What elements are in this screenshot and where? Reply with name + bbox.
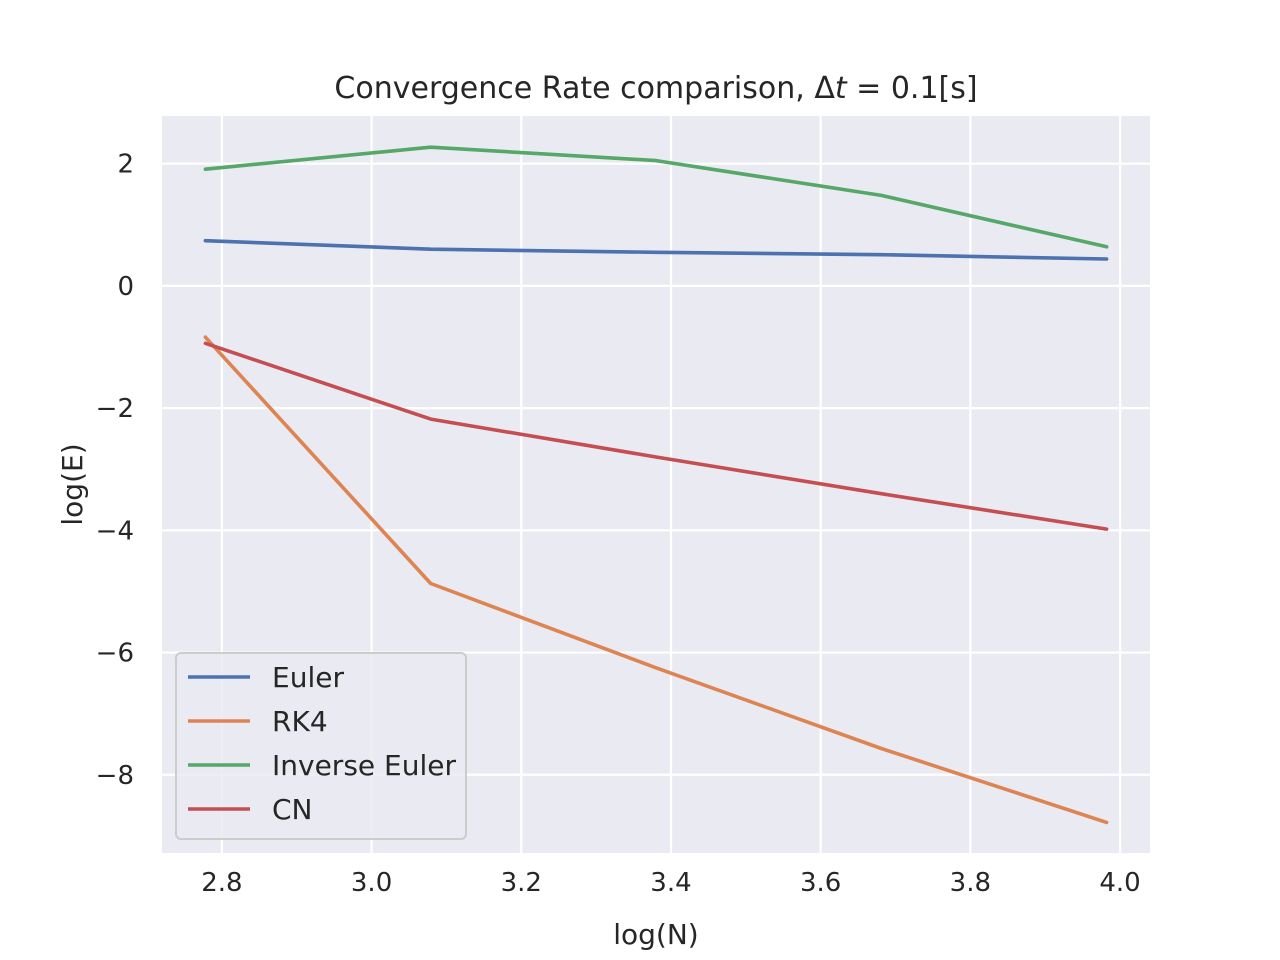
series-line-euler — [203, 238, 1109, 261]
x-tick-label: 3.4 — [650, 868, 691, 898]
series-line-rk4 — [203, 335, 1109, 825]
legend-box — [175, 652, 467, 840]
x-tick-label: 2.8 — [201, 868, 242, 898]
x-tick-label: 3.8 — [950, 868, 991, 898]
series-group — [203, 145, 1109, 825]
y-tick-label: −6 — [96, 639, 134, 669]
legend-label-rk4: RK4 — [272, 705, 328, 738]
x-tick-label: 3.6 — [800, 868, 841, 898]
y-tick-label: −8 — [96, 761, 134, 791]
y-tick-label: 2 — [117, 150, 134, 180]
x-axis-label: log(N) — [613, 918, 698, 951]
y-tick-label: −2 — [96, 394, 134, 424]
y-tick-label: 0 — [117, 272, 134, 302]
grid — [162, 116, 1150, 853]
series-line-inverse-euler — [203, 145, 1109, 249]
legend-label-cn: CN — [272, 793, 313, 826]
y-tick-label: −4 — [96, 516, 134, 546]
series-line-cn — [203, 341, 1109, 531]
x-tick-label: 4.0 — [1099, 868, 1140, 898]
legend: Euler RK4 Inverse Euler CN — [175, 652, 467, 840]
x-tick-label: 3.0 — [351, 868, 392, 898]
tick-labels: 2.8 3.0 3.2 3.4 3.6 3.8 4.0 2 0 −2 −4 −6 −8 — [96, 150, 1141, 898]
y-axis-label: log(E) — [56, 443, 89, 525]
chart-title: Convergence Rate comparison, Δt = 0.1[s] — [334, 71, 977, 106]
legend-label-euler: Euler — [272, 661, 344, 694]
x-tick-label: 3.2 — [501, 868, 542, 898]
legend-label-inverse-euler: Inverse Euler — [272, 749, 456, 782]
